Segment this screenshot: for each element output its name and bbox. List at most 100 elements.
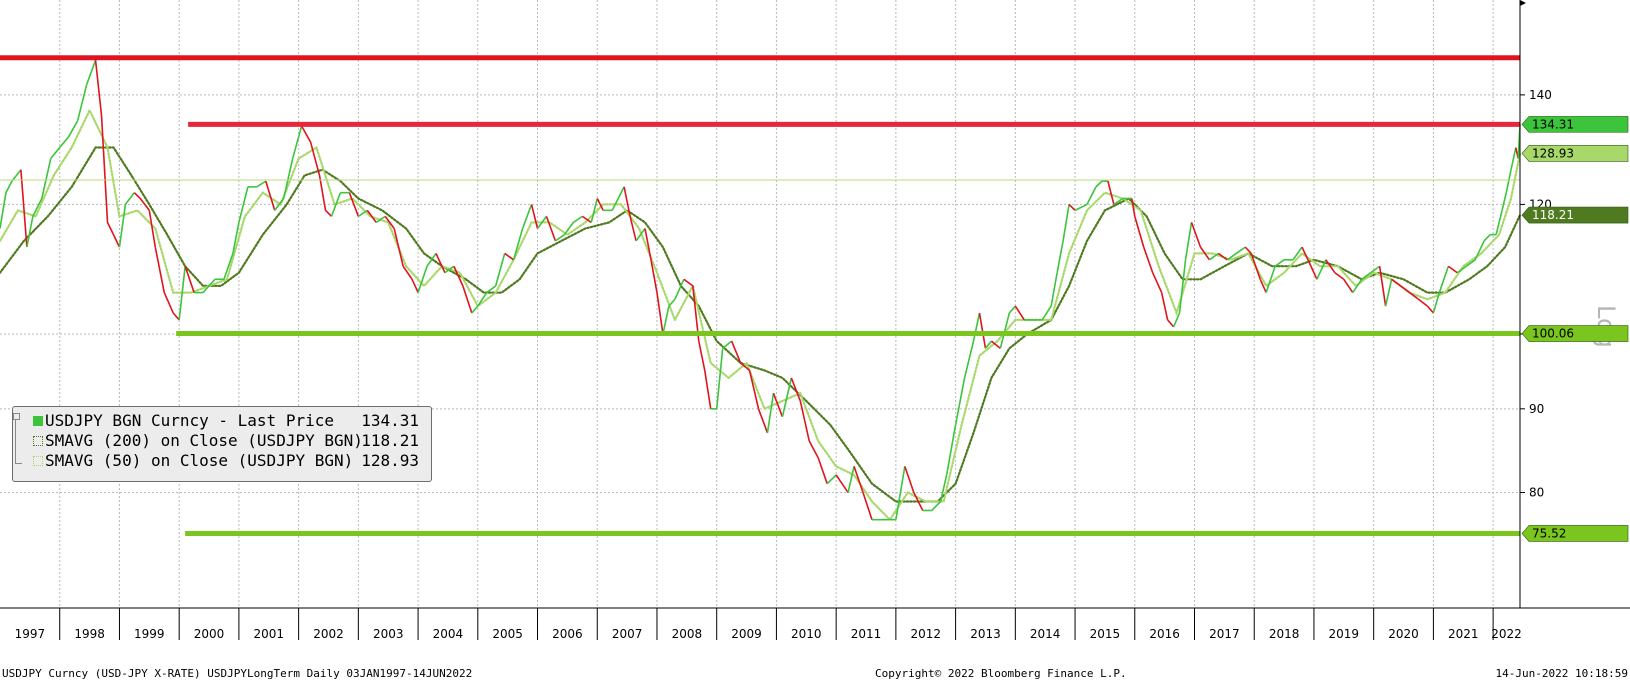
price-segment [1343,278,1354,294]
price-segment [1217,252,1228,261]
price-segment [184,265,195,293]
price-segment [504,252,515,261]
legend-row-sma200: SMAVG (200) on Close (USDJPY BGN) 118.21 [25,431,425,451]
y-axis: 8090100120140Log [1519,0,1620,608]
legend-value: 118.21 [361,431,419,450]
price-segment [208,278,216,287]
price-segment [477,292,488,307]
price-segment [999,312,1011,349]
price-segment [124,192,136,205]
price-segment [1050,272,1058,307]
price-segment [1352,278,1363,294]
price-segment [453,265,464,287]
sma200-line [0,146,1522,503]
price-segment [1325,259,1336,274]
price-segment [202,285,210,294]
price-segment [444,265,455,274]
value-tag: 134.31 [1521,116,1629,133]
price-segment [521,204,533,229]
x-tick-label: 2008 [672,627,703,641]
price-segment [494,253,506,287]
chart-legend[interactable]: USDJPY BGN Curncy - Last Price 134.31 SM… [12,406,432,482]
price-segment [330,192,342,217]
price-segment [757,408,769,434]
price-segment [572,215,583,224]
price-segment [545,216,557,242]
value-tag-label: 118.21 [1532,208,1574,222]
price-segment [1095,180,1103,188]
price-segment [318,175,327,211]
price-segment [1391,278,1402,287]
price-swatch-icon [33,416,43,426]
price-segment [417,265,428,293]
price-segment [435,253,446,274]
price-segment [1130,198,1136,217]
price-segment [656,292,664,335]
price-segment [300,125,312,143]
price-segment [1370,265,1381,274]
price-segment [1244,246,1252,254]
price-segment [990,340,1001,349]
x-tick-label: 2020 [1388,627,1419,641]
price-segment [402,265,413,280]
usdjpy-chart: 8090100120140Log 19971998199920002001200… [0,0,1630,641]
price-segment [644,228,652,260]
x-tick-label: 2003 [373,627,404,641]
x-tick-label: 2009 [731,627,762,641]
price-segment [1400,285,1410,294]
y-tick-label: 80 [1529,486,1544,500]
price-segment [730,340,742,364]
price-segment [291,125,303,159]
price-segment [1190,222,1202,248]
price-segment [178,266,186,320]
price-segment [978,312,987,349]
x-tick-label: 1999 [134,627,165,641]
price-segment [384,215,395,229]
price-segment [826,474,837,485]
tree-connector [15,419,22,464]
price-segment [85,59,97,86]
legend-name: SMAVG (200) on Close (USDJPY BGN) [45,431,363,450]
x-tick-label: 2019 [1329,627,1360,641]
collapse-icon[interactable] [13,413,20,420]
price-segment [462,285,473,314]
sma200-swatch-icon [33,436,43,446]
legend-row-price: USDJPY BGN Curncy - Last Price 134.31 [25,411,425,431]
price-segment [1226,252,1237,261]
price-segment [1384,279,1393,307]
x-tick-label: 2012 [910,627,941,641]
price-segment [913,492,924,511]
price-segment [1447,265,1458,274]
footer-copyright: Copyright© 2022 Bloomberg Finance L.P. [875,667,1127,680]
price-segment [348,192,360,217]
x-tick-label: 2010 [791,627,822,641]
price-segment [148,210,157,248]
x-tick-label: 2005 [492,627,523,641]
price-segment [265,180,276,211]
price-segment [256,180,267,188]
price-segment [1505,169,1512,193]
price-segment [154,246,166,293]
price-segment [766,393,775,434]
price-segment [1167,319,1175,328]
price-segment [426,252,437,267]
x-tick-label: 2022 [1491,627,1522,641]
price-segment [1250,253,1261,280]
price-segment [596,198,604,211]
price-segment [76,84,88,121]
price-segment [50,147,61,160]
legend-name: USDJPY BGN Curncy - Last Price [45,411,334,430]
price-segment [1014,305,1025,321]
price-segment [1316,259,1327,280]
x-tick-label: 2021 [1448,627,1479,641]
price-segment [1510,147,1517,170]
x-tick-label: 2017 [1209,627,1240,641]
price-segment [20,169,28,248]
x-tick-label: 2015 [1090,627,1121,641]
legend-row-sma50: SMAVG (50) on Close (USDJPY BGN) 128.93 [25,451,425,471]
chart-series [0,59,1522,522]
price-segment [554,233,565,242]
price-segment [1495,210,1503,235]
price-segment [931,500,942,512]
price-segment [1501,192,1508,211]
